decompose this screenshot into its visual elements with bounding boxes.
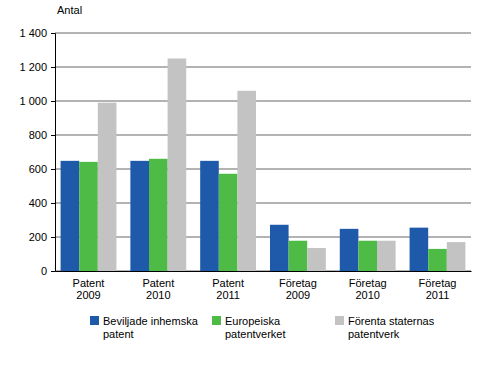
x-axis-line (56, 271, 472, 272)
y-tick: 200 (29, 231, 55, 243)
y-tick-label: 0 (41, 265, 47, 277)
bar (79, 162, 98, 271)
legend-item: Förenta staternaspatentverk (335, 315, 435, 340)
y-tick: 800 (29, 129, 55, 141)
legend-label: Förenta staternaspatentverk (348, 315, 435, 340)
bar (428, 249, 447, 271)
bar (98, 103, 117, 271)
x-tick-label: Företag2011 (419, 277, 457, 302)
bar (219, 174, 238, 271)
y-tick-label: 1 200 (19, 61, 47, 73)
plot: 02004006008001 0001 2001 400Patent2009Pa… (19, 27, 471, 301)
y-axis-line (51, 34, 56, 272)
bar (149, 159, 168, 271)
x-tick: Patent2011 (212, 271, 244, 301)
grid-line (55, 169, 471, 170)
x-tick-label: Patent2010 (142, 277, 174, 302)
bar (307, 248, 326, 271)
x-tick-label: Patent2009 (73, 277, 105, 302)
y-tick-mark (51, 271, 55, 272)
y-tick: 0 (41, 265, 55, 277)
bar (447, 242, 466, 271)
grid-line (55, 271, 471, 272)
y-tick-mark (51, 101, 55, 102)
y-tick: 1 200 (19, 61, 55, 73)
legend-swatch (212, 316, 221, 325)
y-tick-mark (51, 237, 55, 238)
x-tick-label: Patent2011 (212, 277, 244, 302)
y-tick-label: 1 400 (19, 27, 47, 39)
legend-item: Beviljade inhemskapatent (90, 315, 199, 340)
y-tick-label: 800 (29, 129, 47, 141)
y-axis-title: Antal (57, 4, 82, 16)
grid (55, 33, 471, 271)
bar (410, 228, 429, 271)
y-tick-label: 600 (29, 163, 47, 175)
x-tick: Patent2010 (142, 271, 174, 301)
grid-line (55, 203, 471, 204)
bar (289, 241, 308, 271)
legend-swatch (335, 316, 344, 325)
bar (340, 229, 359, 271)
y-tick-mark (51, 33, 55, 34)
y-tick-mark (51, 203, 55, 204)
y-tick-mark (51, 135, 55, 136)
x-tick: Företag2010 (349, 271, 387, 301)
y-tick: 400 (29, 197, 55, 209)
bar (130, 161, 149, 271)
y-tick-mark (51, 67, 55, 68)
y-axis: 0 200 400 600 800 1 000 1 200 1 400 (19, 27, 55, 277)
bar (270, 225, 289, 271)
x-tick: Företag2009 (279, 271, 317, 301)
y-tick-label: 400 (29, 197, 47, 209)
legend-swatch (90, 316, 99, 325)
y-tick: 1 400 (19, 27, 55, 39)
bars (61, 59, 466, 272)
bar (168, 59, 187, 272)
legend-label: Beviljade inhemskapatent (103, 315, 199, 340)
x-tick: Företag2011 (419, 271, 457, 301)
legend: Beviljade inhemskapatent Europeiskapatent… (90, 315, 435, 340)
bar (358, 241, 377, 271)
x-axis: Patent2009 Patent2010 Patent2011 Företag200… (56, 271, 472, 301)
bar (61, 161, 80, 271)
grid-line (55, 33, 471, 34)
y-tick: 600 (29, 163, 55, 175)
grid-line (55, 67, 471, 68)
grid-line (55, 101, 471, 102)
bar (200, 161, 219, 271)
legend-label: Europeiskapatentverket (225, 315, 286, 340)
y-tick-mark (51, 169, 55, 170)
legend-item: Europeiskapatentverket (212, 315, 286, 340)
y-tick-label: 1 000 (19, 95, 47, 107)
x-tick-label: Företag2010 (349, 277, 387, 302)
x-tick-label: Företag2009 (279, 277, 317, 302)
bar (377, 241, 396, 271)
chart: 02004006008001 0001 2001 400Patent2009Pa… (0, 0, 493, 369)
y-tick-label: 200 (29, 231, 47, 243)
x-tick: Patent2009 (73, 271, 105, 301)
bar (237, 91, 256, 271)
grid-line (55, 135, 471, 136)
y-tick: 1 000 (19, 95, 55, 107)
grid-line (55, 237, 471, 238)
